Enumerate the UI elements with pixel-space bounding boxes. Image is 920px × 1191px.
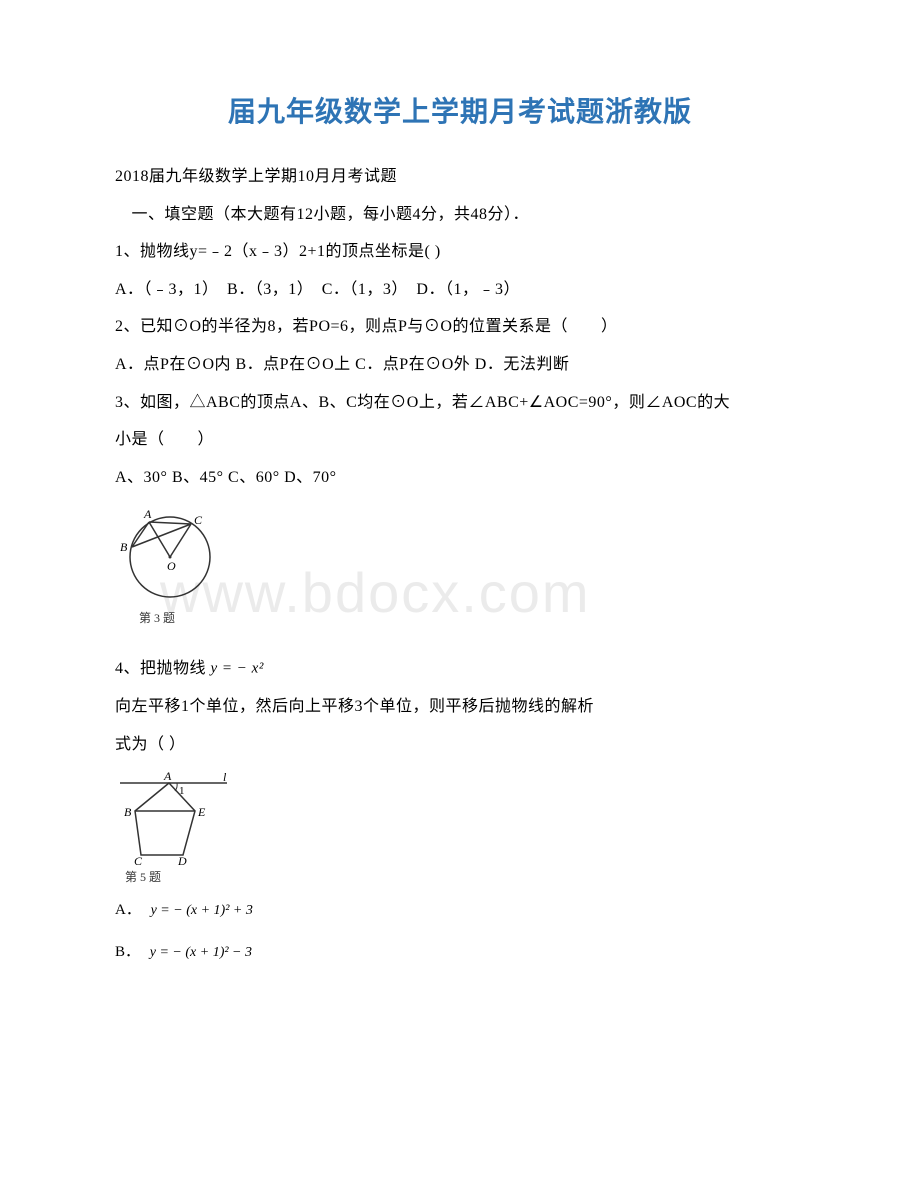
q4-text-1: 4、把抛物线 y = − x² — [115, 650, 805, 688]
q3-text-2: 小是（ ） — [115, 421, 805, 459]
figure-3-caption: 第 3 题 — [139, 609, 805, 626]
svg-text:B: B — [124, 805, 132, 819]
answer-b-label: B． — [115, 944, 140, 960]
answer-b: B． y = − (x + 1)² − 3 — [115, 931, 805, 973]
answer-a-expr: y = − (x + 1)² + 3 — [151, 903, 253, 918]
header-line: 2018届九年级数学上学期10月月考试题 — [115, 158, 805, 196]
figure-5: A B C D E l 1 第 5 题 — [115, 769, 805, 885]
circle-diagram-icon: A B C O — [115, 502, 225, 602]
answer-a-label: A． — [115, 902, 141, 918]
q4-text-3: 式为（ ） — [115, 726, 805, 764]
q3-options: A、30° B、45° C、60° D、70° — [115, 459, 805, 497]
q2-text: 2、已知⊙O的半径为8，若PO=6，则点P与⊙O的位置关系是（ ） — [115, 308, 805, 346]
svg-text:O: O — [167, 559, 176, 573]
svg-text:A: A — [163, 769, 172, 783]
document-content: 届九年级数学上学期月考试题浙教版 2018届九年级数学上学期10月月考试题 一、… — [115, 90, 805, 973]
figure-5-caption: 第 5 题 — [125, 868, 805, 885]
svg-text:C: C — [194, 513, 203, 527]
answer-a: A． y = − (x + 1)² + 3 — [115, 889, 805, 931]
svg-text:1: 1 — [179, 785, 185, 797]
q3-text-1: 3、如图，△ABC的顶点A、B、C均在⊙O上，若∠ABC+∠AOC=90°，则∠… — [115, 384, 805, 422]
q4-expr: y = − x² — [211, 661, 264, 677]
q4-text-2: 向左平移1个单位，然后向上平移3个单位，则平移后抛物线的解析 — [115, 688, 805, 726]
svg-text:E: E — [197, 805, 206, 819]
svg-text:A: A — [143, 507, 152, 521]
section-1-header: 一、填空题（本大题有12小题，每小题4分，共48分）． — [115, 196, 805, 234]
figure-3: A B C O 第 3 题 — [115, 502, 805, 626]
svg-text:C: C — [134, 854, 143, 865]
answer-b-expr: y = − (x + 1)² − 3 — [150, 945, 252, 960]
q1-text: 1、抛物线y=﹣2（x﹣3）2+1的顶点坐标是( ) — [115, 233, 805, 271]
svg-text:B: B — [120, 540, 128, 554]
svg-text:l: l — [223, 770, 227, 784]
q2-options: A．点P在⊙O内 B．点P在⊙O上 C．点P在⊙O外 D．无法判断 — [115, 346, 805, 384]
q1-options: A．（﹣3，1） B．（3，1） C．（1，3） D．（1，﹣3） — [115, 271, 805, 309]
svg-text:D: D — [177, 854, 187, 865]
pentagon-diagram-icon: A B C D E l 1 — [115, 769, 235, 865]
page-title: 届九年级数学上学期月考试题浙教版 — [115, 90, 805, 130]
